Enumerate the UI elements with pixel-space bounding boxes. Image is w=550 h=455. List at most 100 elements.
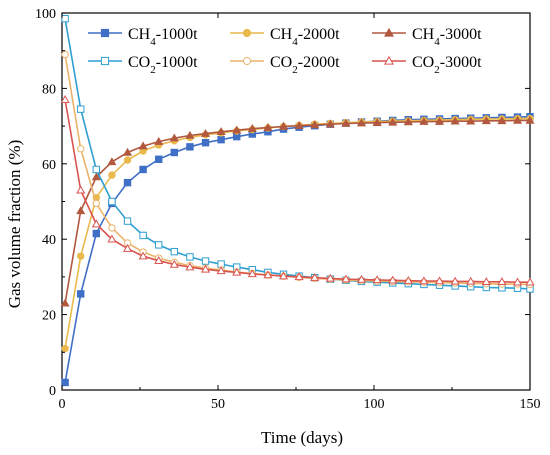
data-point bbox=[139, 165, 147, 174]
legend-label: CO2-2000t bbox=[270, 54, 340, 76]
data-point bbox=[356, 118, 367, 127]
x-tick-label: 150 bbox=[520, 397, 541, 412]
series-line bbox=[64, 54, 531, 286]
legend-item-ch4-1000t: CH4-1000t bbox=[88, 26, 198, 48]
data-point bbox=[138, 141, 148, 150]
data-point bbox=[92, 165, 101, 174]
data-point bbox=[91, 172, 101, 181]
data-point bbox=[278, 121, 289, 130]
x-tick-label: 0 bbox=[59, 397, 66, 412]
y-tick-label: 100 bbox=[35, 7, 56, 22]
data-point bbox=[434, 116, 445, 125]
series-ch4-3000t bbox=[60, 115, 535, 307]
data-point bbox=[278, 271, 289, 280]
data-point bbox=[325, 273, 335, 282]
legend-label: CH4-2000t bbox=[270, 26, 340, 48]
data-point bbox=[108, 224, 116, 232]
legend-label: CH4-1000t bbox=[128, 26, 198, 48]
data-point bbox=[77, 105, 85, 113]
data-point bbox=[170, 148, 179, 157]
data-point bbox=[122, 243, 133, 252]
data-point bbox=[372, 275, 382, 284]
data-point bbox=[388, 117, 398, 126]
data-point bbox=[434, 276, 445, 285]
data-point bbox=[497, 277, 507, 286]
data-point bbox=[525, 277, 535, 286]
x-tick-label: 100 bbox=[364, 397, 385, 412]
data-point bbox=[186, 143, 194, 151]
data-point bbox=[247, 269, 257, 278]
data-point bbox=[107, 157, 117, 166]
data-point bbox=[123, 156, 132, 164]
data-point bbox=[169, 259, 179, 268]
data-point bbox=[185, 130, 195, 139]
data-point bbox=[216, 266, 226, 275]
data-point bbox=[123, 178, 132, 187]
data-point bbox=[61, 14, 69, 23]
data-point bbox=[76, 185, 86, 194]
series-co2-3000t bbox=[60, 95, 535, 286]
data-point bbox=[154, 256, 164, 264]
data-point bbox=[403, 117, 413, 126]
data-point bbox=[186, 253, 194, 261]
data-point bbox=[294, 272, 304, 281]
data-point bbox=[232, 267, 242, 276]
data-point bbox=[108, 197, 116, 206]
data-point bbox=[466, 276, 476, 285]
data-point bbox=[217, 135, 225, 144]
data-point bbox=[201, 138, 210, 147]
data-point bbox=[61, 344, 69, 353]
y-tick-label: 60 bbox=[42, 158, 56, 173]
data-point bbox=[450, 116, 460, 125]
data-point bbox=[341, 274, 351, 283]
data-point bbox=[294, 121, 304, 129]
legend-marker bbox=[242, 56, 252, 66]
data-point bbox=[341, 118, 351, 127]
data-point bbox=[139, 231, 147, 240]
x-axis-title: Time (days) bbox=[261, 428, 343, 447]
legend-marker bbox=[242, 28, 252, 38]
legend: CH4-1000t CH4-2000t CH4-3000t CO2-1000t CO2-… bbox=[88, 26, 482, 76]
legend-item-ch4-2000t: CH4-2000t bbox=[230, 26, 340, 48]
data-point bbox=[481, 116, 491, 125]
data-point bbox=[92, 229, 101, 238]
data-point bbox=[247, 124, 257, 132]
legend-item-ch4-3000t: CH4-3000t bbox=[372, 26, 482, 48]
axis-ticks: 0 50 100 150 0 20 40 60 80 100 bbox=[35, 7, 541, 412]
data-point bbox=[123, 217, 132, 225]
legend-marker bbox=[100, 28, 110, 38]
data-point bbox=[356, 274, 367, 283]
legend-marker bbox=[383, 27, 395, 37]
data-point bbox=[201, 257, 210, 265]
data-point bbox=[107, 234, 117, 243]
legend-marker bbox=[383, 55, 395, 65]
data-point bbox=[170, 247, 179, 256]
data-point bbox=[77, 252, 85, 260]
legend-item-co2-1000t: CO2-1000t bbox=[88, 54, 198, 76]
legend-label: CO2-1000t bbox=[128, 54, 198, 76]
series-layer bbox=[60, 14, 535, 387]
data-point bbox=[92, 199, 101, 208]
y-tick-label: 20 bbox=[42, 309, 56, 324]
y-tick-label: 80 bbox=[42, 82, 56, 97]
data-point bbox=[155, 155, 163, 163]
data-point bbox=[91, 219, 101, 228]
data-point bbox=[310, 120, 320, 129]
data-point bbox=[61, 50, 69, 59]
data-point bbox=[200, 264, 211, 273]
series-co2-2000t bbox=[61, 50, 534, 289]
data-point bbox=[200, 128, 211, 137]
data-point bbox=[60, 298, 70, 307]
data-point bbox=[169, 133, 179, 142]
y-tick-label: 40 bbox=[42, 233, 56, 248]
data-point bbox=[325, 119, 335, 128]
data-point bbox=[419, 116, 429, 125]
data-point bbox=[263, 122, 273, 131]
data-point bbox=[525, 115, 535, 124]
data-point bbox=[419, 276, 429, 285]
data-point bbox=[77, 290, 85, 298]
data-point bbox=[155, 241, 163, 249]
data-point bbox=[138, 251, 148, 260]
data-point bbox=[466, 116, 476, 125]
